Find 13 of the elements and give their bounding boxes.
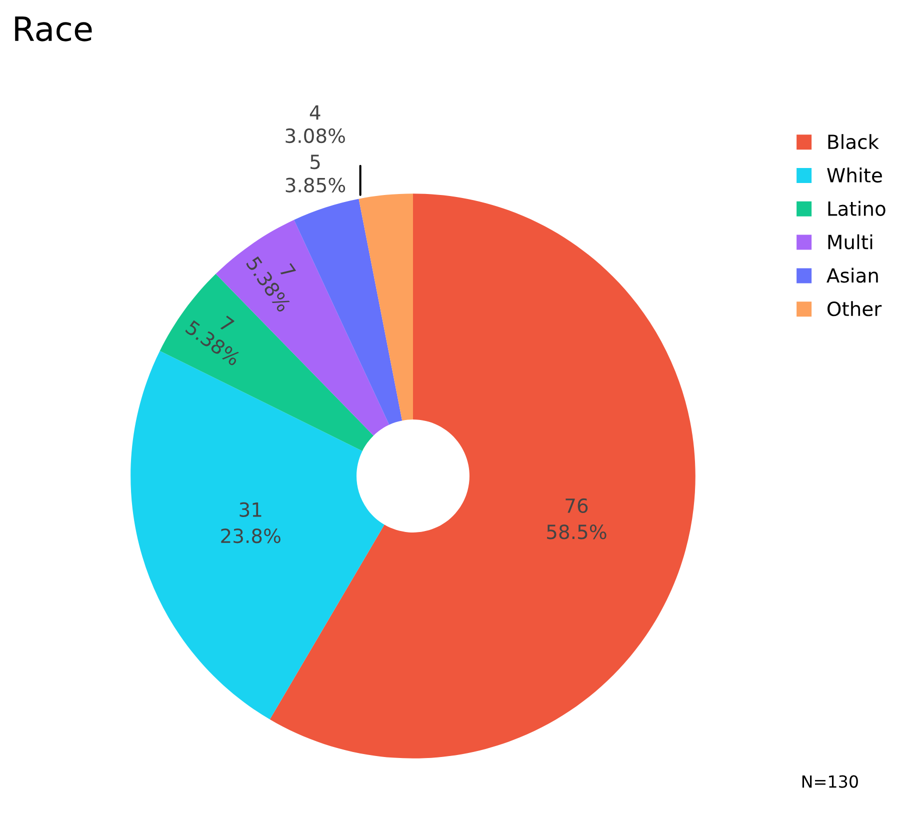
legend-label: Multi: [828, 234, 872, 250]
data-label: 5 3.85%: [286, 154, 346, 192]
legend-label: Black: [828, 134, 879, 150]
legend-label: Asian: [826, 268, 878, 283]
text: N=130: [802, 775, 858, 788]
legend-label: Other: [828, 301, 882, 316]
data-label: 31 23.8%: [221, 502, 280, 544]
legend-label: White: [827, 168, 882, 183]
chart-title: Race: [15, 16, 92, 42]
data-label: 4 3.08%: [286, 105, 345, 144]
donut-slice: [358, 194, 413, 421]
data-label: 76 58.5%: [547, 498, 606, 540]
legend-label: Latino: [828, 200, 886, 216]
